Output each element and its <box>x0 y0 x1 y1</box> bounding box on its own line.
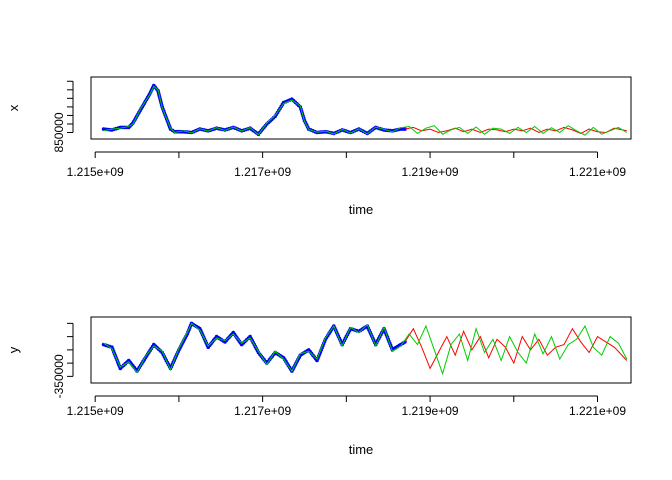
x-tick-label: 1.221e+09 <box>569 165 626 179</box>
x-tick-label: 1.217e+09 <box>234 404 291 418</box>
series-line-green <box>103 85 628 136</box>
x-tick-label: 1.219e+09 <box>402 404 459 418</box>
y-axis-title: x <box>6 104 21 111</box>
x-tick-label: 1.221e+09 <box>569 404 626 418</box>
x-tick-label: 1.215e+09 <box>67 165 124 179</box>
series-points-blue <box>101 321 407 373</box>
y-axis-title: y <box>6 346 21 353</box>
x-panel: 1.215e+09 1.217e+09 1.219e+09 1.221e+09 8500… <box>6 76 632 217</box>
x-tick-label: 1.217e+09 <box>234 165 291 179</box>
series-line-red <box>404 126 627 134</box>
series-line-red <box>404 327 628 370</box>
x-axis-title: time <box>349 442 374 457</box>
x-tick-label: 1.215e+09 <box>67 404 124 418</box>
x-axis-title: time <box>349 202 374 217</box>
x-tick-label: 1.219e+09 <box>402 165 459 179</box>
y-panel: 1.215e+09 1.217e+09 1.219e+09 1.221e+09 -350… <box>6 316 632 457</box>
series-line-green <box>103 322 628 376</box>
y-tick-label: 850000 <box>52 112 66 152</box>
series-points-blue <box>101 83 407 136</box>
y-tick-label: -350000 <box>52 354 66 398</box>
data-point <box>403 127 407 131</box>
plot-frame <box>90 76 632 140</box>
plot-frame <box>90 316 632 384</box>
